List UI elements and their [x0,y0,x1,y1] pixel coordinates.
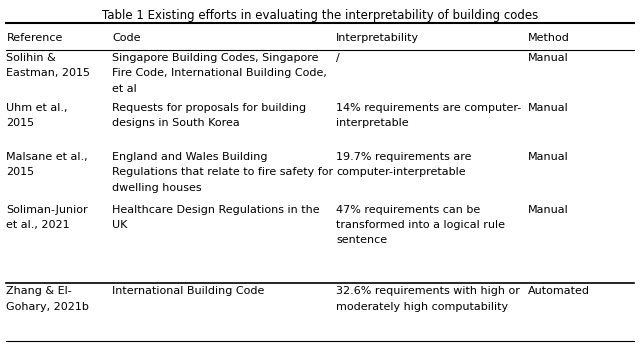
Text: Uhm et al.,
2015: Uhm et al., 2015 [6,103,68,128]
Text: 14% requirements are computer-
interpretable: 14% requirements are computer- interpret… [336,103,521,128]
Text: Code: Code [112,33,141,43]
Text: Zhang & El-
Gohary, 2021b: Zhang & El- Gohary, 2021b [6,286,89,312]
Text: 47% requirements can be
transformed into a logical rule
sentence: 47% requirements can be transformed into… [336,205,505,245]
Text: England and Wales Building
Regulations that relate to fire safety for
dwelling h: England and Wales Building Regulations t… [112,152,333,192]
Text: International Building Code: International Building Code [112,286,264,296]
Text: 19.7% requirements are
computer-interpretable: 19.7% requirements are computer-interpre… [336,152,472,177]
Text: /: / [336,53,340,63]
Text: Interpretability: Interpretability [336,33,419,43]
Text: Reference: Reference [6,33,63,43]
Text: Soliman-Junior
et al., 2021: Soliman-Junior et al., 2021 [6,205,88,230]
Text: Manual: Manual [528,53,569,63]
Text: Manual: Manual [528,205,569,215]
Text: Solihin &
Eastman, 2015: Solihin & Eastman, 2015 [6,53,90,78]
Text: Automated: Automated [528,286,590,296]
Text: Method: Method [528,33,570,43]
Text: Manual: Manual [528,103,569,113]
Text: Requests for proposals for building
designs in South Korea: Requests for proposals for building desi… [112,103,306,128]
Text: Manual: Manual [528,152,569,162]
Text: Healthcare Design Regulations in the
UK: Healthcare Design Regulations in the UK [112,205,319,230]
Text: Malsane et al.,
2015: Malsane et al., 2015 [6,152,88,177]
Text: 32.6% requirements with high or
moderately high computability: 32.6% requirements with high or moderate… [336,286,520,312]
Text: Table 1 Existing efforts in evaluating the interpretability of building codes: Table 1 Existing efforts in evaluating t… [102,9,538,22]
Text: Singapore Building Codes, Singapore
Fire Code, International Building Code,
et a: Singapore Building Codes, Singapore Fire… [112,53,327,93]
